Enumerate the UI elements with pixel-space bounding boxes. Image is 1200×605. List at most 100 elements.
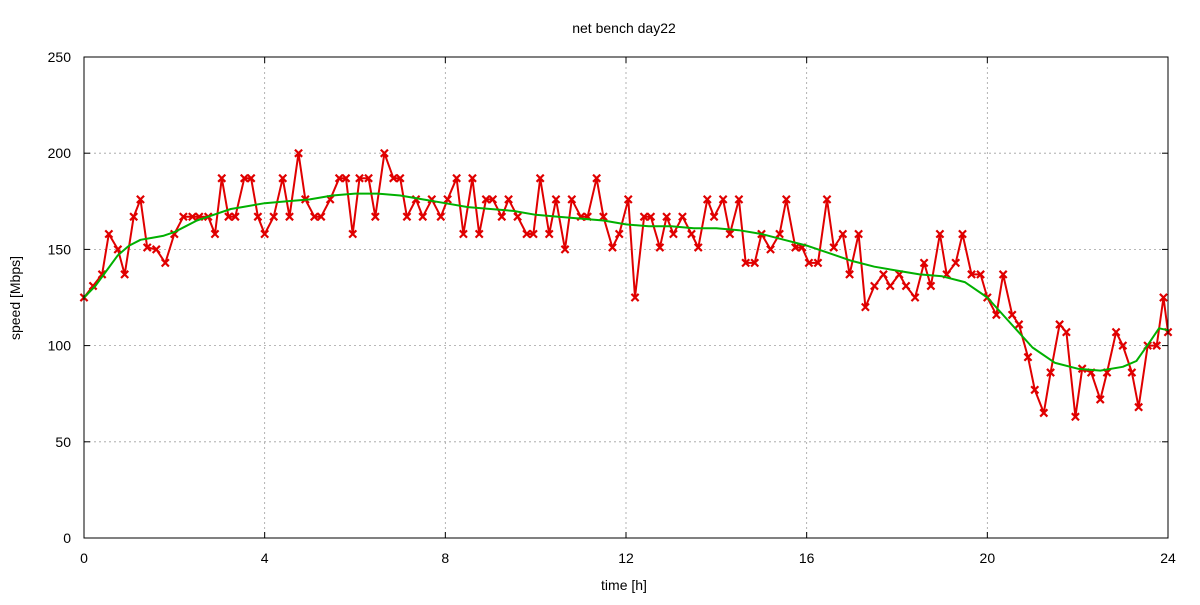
data-point-marker bbox=[709, 212, 719, 222]
data-point-marker bbox=[188, 212, 197, 222]
x-tick-label: 8 bbox=[441, 550, 449, 566]
data-point-marker bbox=[217, 173, 227, 183]
data-point-marker bbox=[309, 212, 319, 222]
x-tick-label: 16 bbox=[799, 550, 815, 566]
data-point-marker bbox=[239, 173, 249, 183]
data-point-marker bbox=[567, 194, 577, 204]
data-point-marker bbox=[522, 229, 532, 239]
data-point-marker bbox=[334, 173, 344, 183]
x-tick-label: 0 bbox=[80, 550, 88, 566]
data-point-marker bbox=[210, 229, 220, 239]
series-1 bbox=[79, 148, 1173, 422]
x-axis-label: time [h] bbox=[601, 577, 647, 593]
data-point-marker bbox=[355, 173, 364, 183]
data-point-marker bbox=[278, 173, 288, 183]
data-point-marker bbox=[790, 243, 800, 252]
data-point-marker bbox=[781, 194, 791, 204]
data-point-marker bbox=[718, 194, 728, 204]
data-point-marker bbox=[452, 173, 462, 183]
data-point-marker bbox=[269, 212, 279, 222]
data-point-marker bbox=[998, 270, 1008, 279]
data-point-marker bbox=[741, 258, 751, 268]
data-point-marker bbox=[1007, 310, 1017, 320]
data-point-marker bbox=[535, 173, 545, 183]
data-point-marker bbox=[370, 212, 380, 222]
data-point-marker bbox=[316, 212, 326, 222]
tick-labels: 0 4 8 12 16 20 24 0 50 100 150 200 250 bbox=[48, 49, 1176, 566]
data-point-marker bbox=[702, 194, 712, 204]
data-point-marker bbox=[750, 258, 760, 268]
data-point-marker bbox=[976, 270, 985, 279]
data-point-marker bbox=[120, 270, 130, 279]
data-point-marker bbox=[766, 245, 775, 254]
data-point-marker bbox=[967, 270, 976, 279]
data-point-marker bbox=[459, 229, 468, 239]
data-point-marker bbox=[504, 194, 513, 204]
data-point-marker bbox=[443, 194, 452, 204]
y-tick-label: 150 bbox=[48, 241, 72, 257]
data-point-marker bbox=[348, 229, 358, 239]
data-point-marker bbox=[468, 173, 477, 183]
data-point-marker bbox=[260, 229, 270, 239]
data-point-marker bbox=[1159, 293, 1168, 302]
data-point-marker bbox=[829, 243, 839, 252]
data-point-marker bbox=[813, 258, 823, 268]
x-tick-label: 20 bbox=[980, 550, 996, 566]
data-point-marker bbox=[497, 212, 507, 222]
series-2-line bbox=[83, 192, 1169, 372]
data-point-marker bbox=[230, 212, 240, 222]
data-point-marker bbox=[113, 245, 123, 254]
data-point-marker bbox=[926, 281, 936, 291]
data-point-marker bbox=[838, 229, 848, 239]
data-point-marker bbox=[608, 243, 617, 252]
data-point-marker bbox=[136, 194, 145, 204]
y-tick-label: 250 bbox=[48, 49, 72, 65]
data-point-marker bbox=[142, 243, 152, 252]
data-point-marker bbox=[1062, 327, 1071, 337]
data-point-marker bbox=[958, 229, 967, 239]
data-point-marker bbox=[246, 173, 256, 183]
data-point-marker bbox=[646, 212, 656, 222]
data-point-marker bbox=[951, 258, 961, 268]
data-point-marker bbox=[910, 293, 920, 302]
data-point-marker bbox=[639, 212, 649, 222]
data-point-marker bbox=[935, 229, 945, 239]
data-point-marker bbox=[687, 229, 696, 239]
data-point-marker bbox=[436, 212, 446, 222]
data-point-marker bbox=[1023, 352, 1033, 362]
data-point-marker bbox=[1134, 402, 1144, 412]
data-point-marker bbox=[693, 243, 703, 252]
plot-frame bbox=[83, 56, 1169, 539]
data-point-marker bbox=[592, 173, 602, 183]
data-point-marker bbox=[544, 229, 554, 239]
data-point-marker bbox=[224, 212, 233, 222]
data-point-marker bbox=[662, 212, 672, 222]
data-point-marker bbox=[253, 212, 263, 222]
data-point-marker bbox=[655, 243, 665, 252]
y-tick-label: 50 bbox=[55, 434, 71, 450]
data-point-marker bbox=[1039, 408, 1049, 418]
data-point-marker bbox=[1152, 341, 1162, 350]
data-point-marker bbox=[614, 229, 624, 239]
data-point-marker bbox=[104, 229, 114, 239]
data-point-marker bbox=[870, 281, 879, 291]
data-point-marker bbox=[151, 245, 161, 254]
data-point-marker bbox=[879, 270, 888, 279]
series-group bbox=[79, 148, 1173, 422]
data-point-marker bbox=[861, 302, 870, 312]
data-point-marker bbox=[395, 173, 405, 183]
data-point-marker bbox=[822, 194, 832, 204]
y-tick-label: 100 bbox=[48, 338, 72, 354]
data-point-marker bbox=[1055, 320, 1064, 329]
x-tick-label: 4 bbox=[261, 550, 269, 566]
data-point-marker bbox=[1127, 368, 1137, 377]
data-point-marker bbox=[529, 229, 538, 239]
chart-title: net bench day22 bbox=[572, 20, 676, 36]
data-point-marker bbox=[804, 258, 814, 268]
y-axis-label: speed [Mbps] bbox=[7, 256, 23, 340]
data-point-marker bbox=[678, 212, 687, 222]
data-point-marker bbox=[725, 229, 735, 239]
data-point-marker bbox=[178, 212, 188, 222]
data-point-marker bbox=[775, 229, 784, 239]
